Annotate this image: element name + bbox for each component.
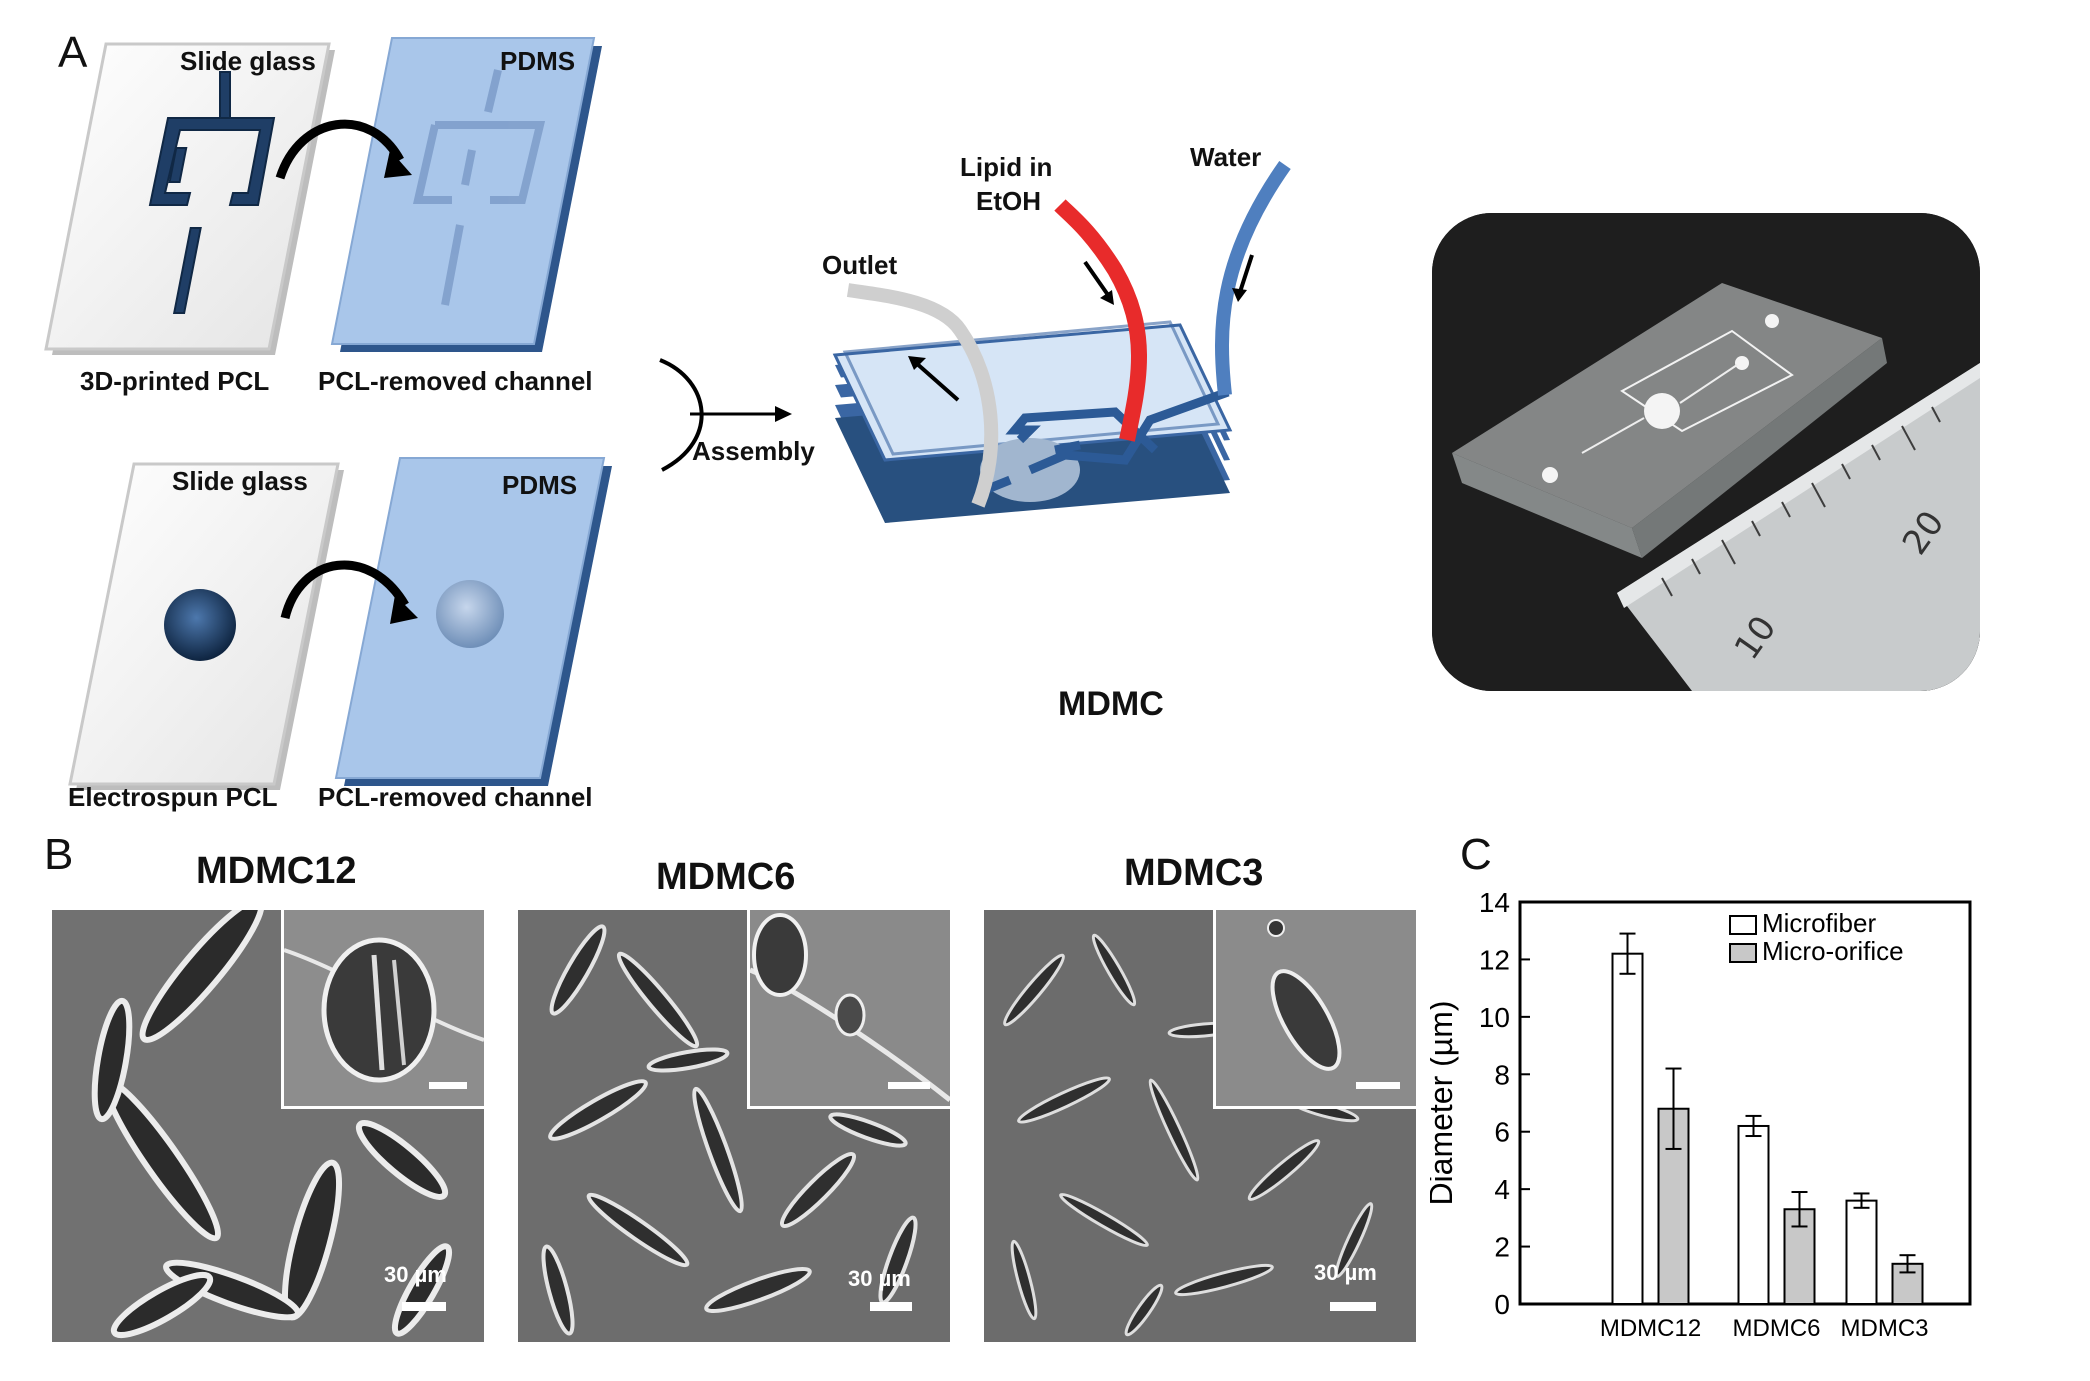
sem-scale-label-mdmc6: 30 µm xyxy=(848,1266,911,1291)
assembly-label: Assembly xyxy=(692,436,815,466)
caption-3d-printed-pcl: 3D-printed PCL xyxy=(80,366,270,396)
legend-label: Microfiber xyxy=(1762,908,1876,938)
bar-microfiber-mdmc3 xyxy=(1845,1199,1878,1305)
electrospun-disc xyxy=(164,589,236,661)
y-tick-label: 0 xyxy=(1494,1289,1510,1320)
water-tube xyxy=(1215,160,1291,396)
panel-a-schematic xyxy=(44,37,1291,790)
water-label: Water xyxy=(1190,142,1262,172)
slide-glass-top xyxy=(44,42,335,355)
sem-image-mdmc12: 30 µm xyxy=(52,910,484,1342)
sem-inset-mdmc12 xyxy=(281,910,484,1109)
caption-electrospun-pcl: Electrospun PCL xyxy=(68,782,278,812)
device-photo: 10 20 xyxy=(1432,213,1980,691)
pdms-label-top: PDMS xyxy=(500,46,576,76)
sem-scale-bar-mdmc6 xyxy=(870,1302,912,1311)
x-tick-label: MDMC6 xyxy=(1733,1315,1821,1342)
lipid-tube xyxy=(1054,199,1147,442)
sem-title-mdmc12: MDMC12 xyxy=(196,850,357,892)
transfer-arrow-top xyxy=(275,119,404,180)
water-flow-arrow xyxy=(1238,254,1254,293)
slide-glass-bottom xyxy=(68,462,344,790)
bar-microfiber-mdmc12 xyxy=(1611,952,1644,1306)
y-tick-label: 8 xyxy=(1494,1059,1510,1090)
sem-inset-mdmc6 xyxy=(747,910,950,1109)
assembly-bracket xyxy=(659,358,704,472)
pcl-removed-disc xyxy=(436,580,504,648)
slide-glass-label-bottom: Slide glass xyxy=(172,466,308,496)
sem-scale-label-mdmc3: 30 µm xyxy=(1314,1260,1377,1285)
pdms-label-bottom: PDMS xyxy=(502,470,578,500)
sem-scale-bar-mdmc12 xyxy=(402,1302,446,1311)
pdms-bottom xyxy=(334,457,612,786)
sem-scale-bar-mdmc3 xyxy=(1330,1302,1376,1311)
y-axis-label: Diameter (µm) xyxy=(1430,1000,1459,1205)
slide-glass-label-top: Slide glass xyxy=(180,46,316,76)
outlet-label: Outlet xyxy=(822,250,898,280)
y-tick-label: 12 xyxy=(1479,944,1510,975)
lipid-flow-arrow xyxy=(1083,260,1110,297)
mdmc-device xyxy=(832,320,1233,523)
y-tick-label: 14 xyxy=(1479,887,1510,918)
y-tick-label: 4 xyxy=(1494,1174,1510,1205)
legend-swatch xyxy=(1729,915,1757,935)
sem-inset-mdmc3 xyxy=(1213,910,1416,1109)
sem-scale-label-mdmc12: 30 µm xyxy=(384,1262,447,1287)
panel-a-label: A xyxy=(58,28,88,77)
outlet-flow-arrow xyxy=(913,360,960,402)
sem-image-mdmc6: 30 µm xyxy=(518,910,950,1342)
bar-microfiber-mdmc6 xyxy=(1737,1124,1770,1305)
panel-c-label: C xyxy=(1460,830,1492,879)
caption-pcl-removed-channel-bottom: PCL-removed channel xyxy=(318,782,593,812)
legend-label: Micro-orifice xyxy=(1762,936,1904,966)
diameter-bar-chart: 0 2 4 6 8 10 12 14 MDMC12 MDMC6 MDMC3 MicrofiberMic… xyxy=(1430,887,1972,1342)
y-tick-label: 2 xyxy=(1494,1232,1510,1263)
sem-title-mdmc6: MDMC6 xyxy=(656,856,796,898)
lipid-label-line2: EtOH xyxy=(976,186,1041,216)
legend-swatch xyxy=(1729,943,1757,963)
sem-image-mdmc3: 30 µm xyxy=(984,910,1416,1342)
y-tick-label: 6 xyxy=(1494,1117,1510,1148)
sem-title-mdmc3: MDMC3 xyxy=(1124,852,1264,894)
y-tick-label: 10 xyxy=(1479,1002,1510,1033)
lipid-label-line1: Lipid in xyxy=(960,152,1053,182)
x-tick-label: MDMC12 xyxy=(1600,1315,1701,1342)
pdms-top xyxy=(330,37,602,352)
panel-b-label: B xyxy=(44,830,74,879)
mdmc-device-label: MDMC xyxy=(1058,685,1164,723)
caption-pcl-removed-channel-top: PCL-removed channel xyxy=(318,366,593,396)
transfer-arrow-bottom xyxy=(280,560,409,620)
x-tick-label: MDMC3 xyxy=(1841,1315,1929,1342)
outlet-tube xyxy=(846,283,999,508)
